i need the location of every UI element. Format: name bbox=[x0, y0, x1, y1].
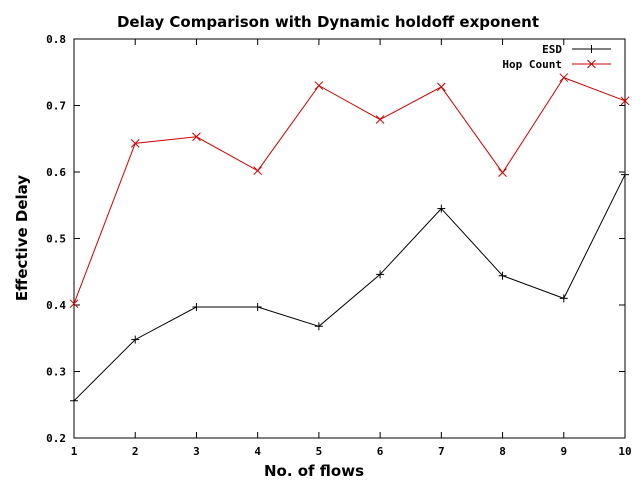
y-tick-label: 0.5 bbox=[46, 233, 66, 246]
y-tick-label: 0.8 bbox=[46, 33, 66, 46]
plot-area-frame bbox=[73, 38, 626, 439]
legend: ESD Hop Count bbox=[502, 43, 611, 71]
chart-title: Delay Comparison with Dynamic holdoff ex… bbox=[117, 13, 539, 31]
legend-label: Hop Count bbox=[502, 58, 562, 71]
series-line bbox=[73, 174, 626, 402]
x-tick-label: 6 bbox=[377, 445, 384, 458]
series-line bbox=[73, 76, 626, 304]
data-point bbox=[253, 302, 262, 311]
legend-marker bbox=[587, 45, 596, 53]
y-tick-label: 0.3 bbox=[46, 366, 66, 379]
data-point bbox=[130, 139, 140, 148]
x-tick-label: 3 bbox=[193, 445, 200, 458]
series-esd bbox=[70, 170, 629, 405]
data-point bbox=[314, 81, 324, 90]
legend-item: Hop Count bbox=[502, 58, 611, 71]
x-tick-label: 2 bbox=[132, 445, 139, 458]
marker-stroke-b bbox=[253, 166, 263, 176]
marker-stroke-b bbox=[587, 59, 596, 69]
x-tick-label: 5 bbox=[316, 445, 323, 458]
data-point bbox=[437, 204, 446, 213]
x-tick-label: 1 bbox=[71, 445, 78, 458]
x-tick-label: 9 bbox=[560, 445, 567, 458]
x-axis-label: No. of flows bbox=[264, 462, 364, 480]
marker-stroke-b bbox=[192, 132, 201, 142]
marker-stroke-b bbox=[375, 115, 385, 124]
marker-stroke-b bbox=[620, 96, 630, 106]
y-tick-label: 0.6 bbox=[46, 166, 66, 179]
data-point bbox=[559, 73, 569, 82]
data-point bbox=[498, 168, 507, 178]
data-point bbox=[621, 170, 629, 179]
series-hop-count bbox=[69, 73, 630, 309]
marker-stroke-b bbox=[436, 82, 446, 92]
legend-marker bbox=[587, 59, 596, 69]
y-tick-label: 0.2 bbox=[46, 432, 66, 445]
data-point bbox=[69, 299, 79, 309]
data-point bbox=[620, 96, 630, 106]
data-point bbox=[314, 322, 323, 331]
x-tick-label: 4 bbox=[254, 445, 261, 458]
y-axis-label: Effective Delay bbox=[13, 175, 31, 301]
marker-stroke-b bbox=[69, 299, 79, 309]
data-point bbox=[192, 132, 201, 142]
legend-label: ESD bbox=[542, 43, 562, 56]
data-point bbox=[436, 82, 446, 92]
data-series bbox=[69, 73, 630, 405]
axis-ticks: 1 2 3 4 5 6 7 8 9 10 0.2 0.3 0.4 0.5 0.6 0.7 0.8 bbox=[46, 33, 632, 458]
data-point bbox=[70, 396, 78, 405]
marker-stroke-b bbox=[314, 81, 324, 90]
data-point bbox=[131, 335, 140, 344]
data-point bbox=[192, 302, 201, 311]
x-tick-label: 10 bbox=[618, 445, 631, 458]
y-tick-label: 0.7 bbox=[46, 100, 66, 113]
y-tick-label: 0.4 bbox=[46, 299, 66, 312]
data-point bbox=[376, 270, 385, 279]
marker-stroke-b bbox=[498, 168, 507, 178]
x-tick-label: 7 bbox=[438, 445, 445, 458]
data-point bbox=[498, 271, 507, 280]
marker-stroke-b bbox=[130, 139, 140, 148]
data-point bbox=[253, 166, 263, 176]
data-point bbox=[375, 115, 385, 124]
data-point bbox=[559, 294, 568, 303]
x-tick-label: 8 bbox=[499, 445, 506, 458]
marker-stroke-b bbox=[559, 73, 569, 82]
legend-item: ESD bbox=[542, 43, 611, 56]
